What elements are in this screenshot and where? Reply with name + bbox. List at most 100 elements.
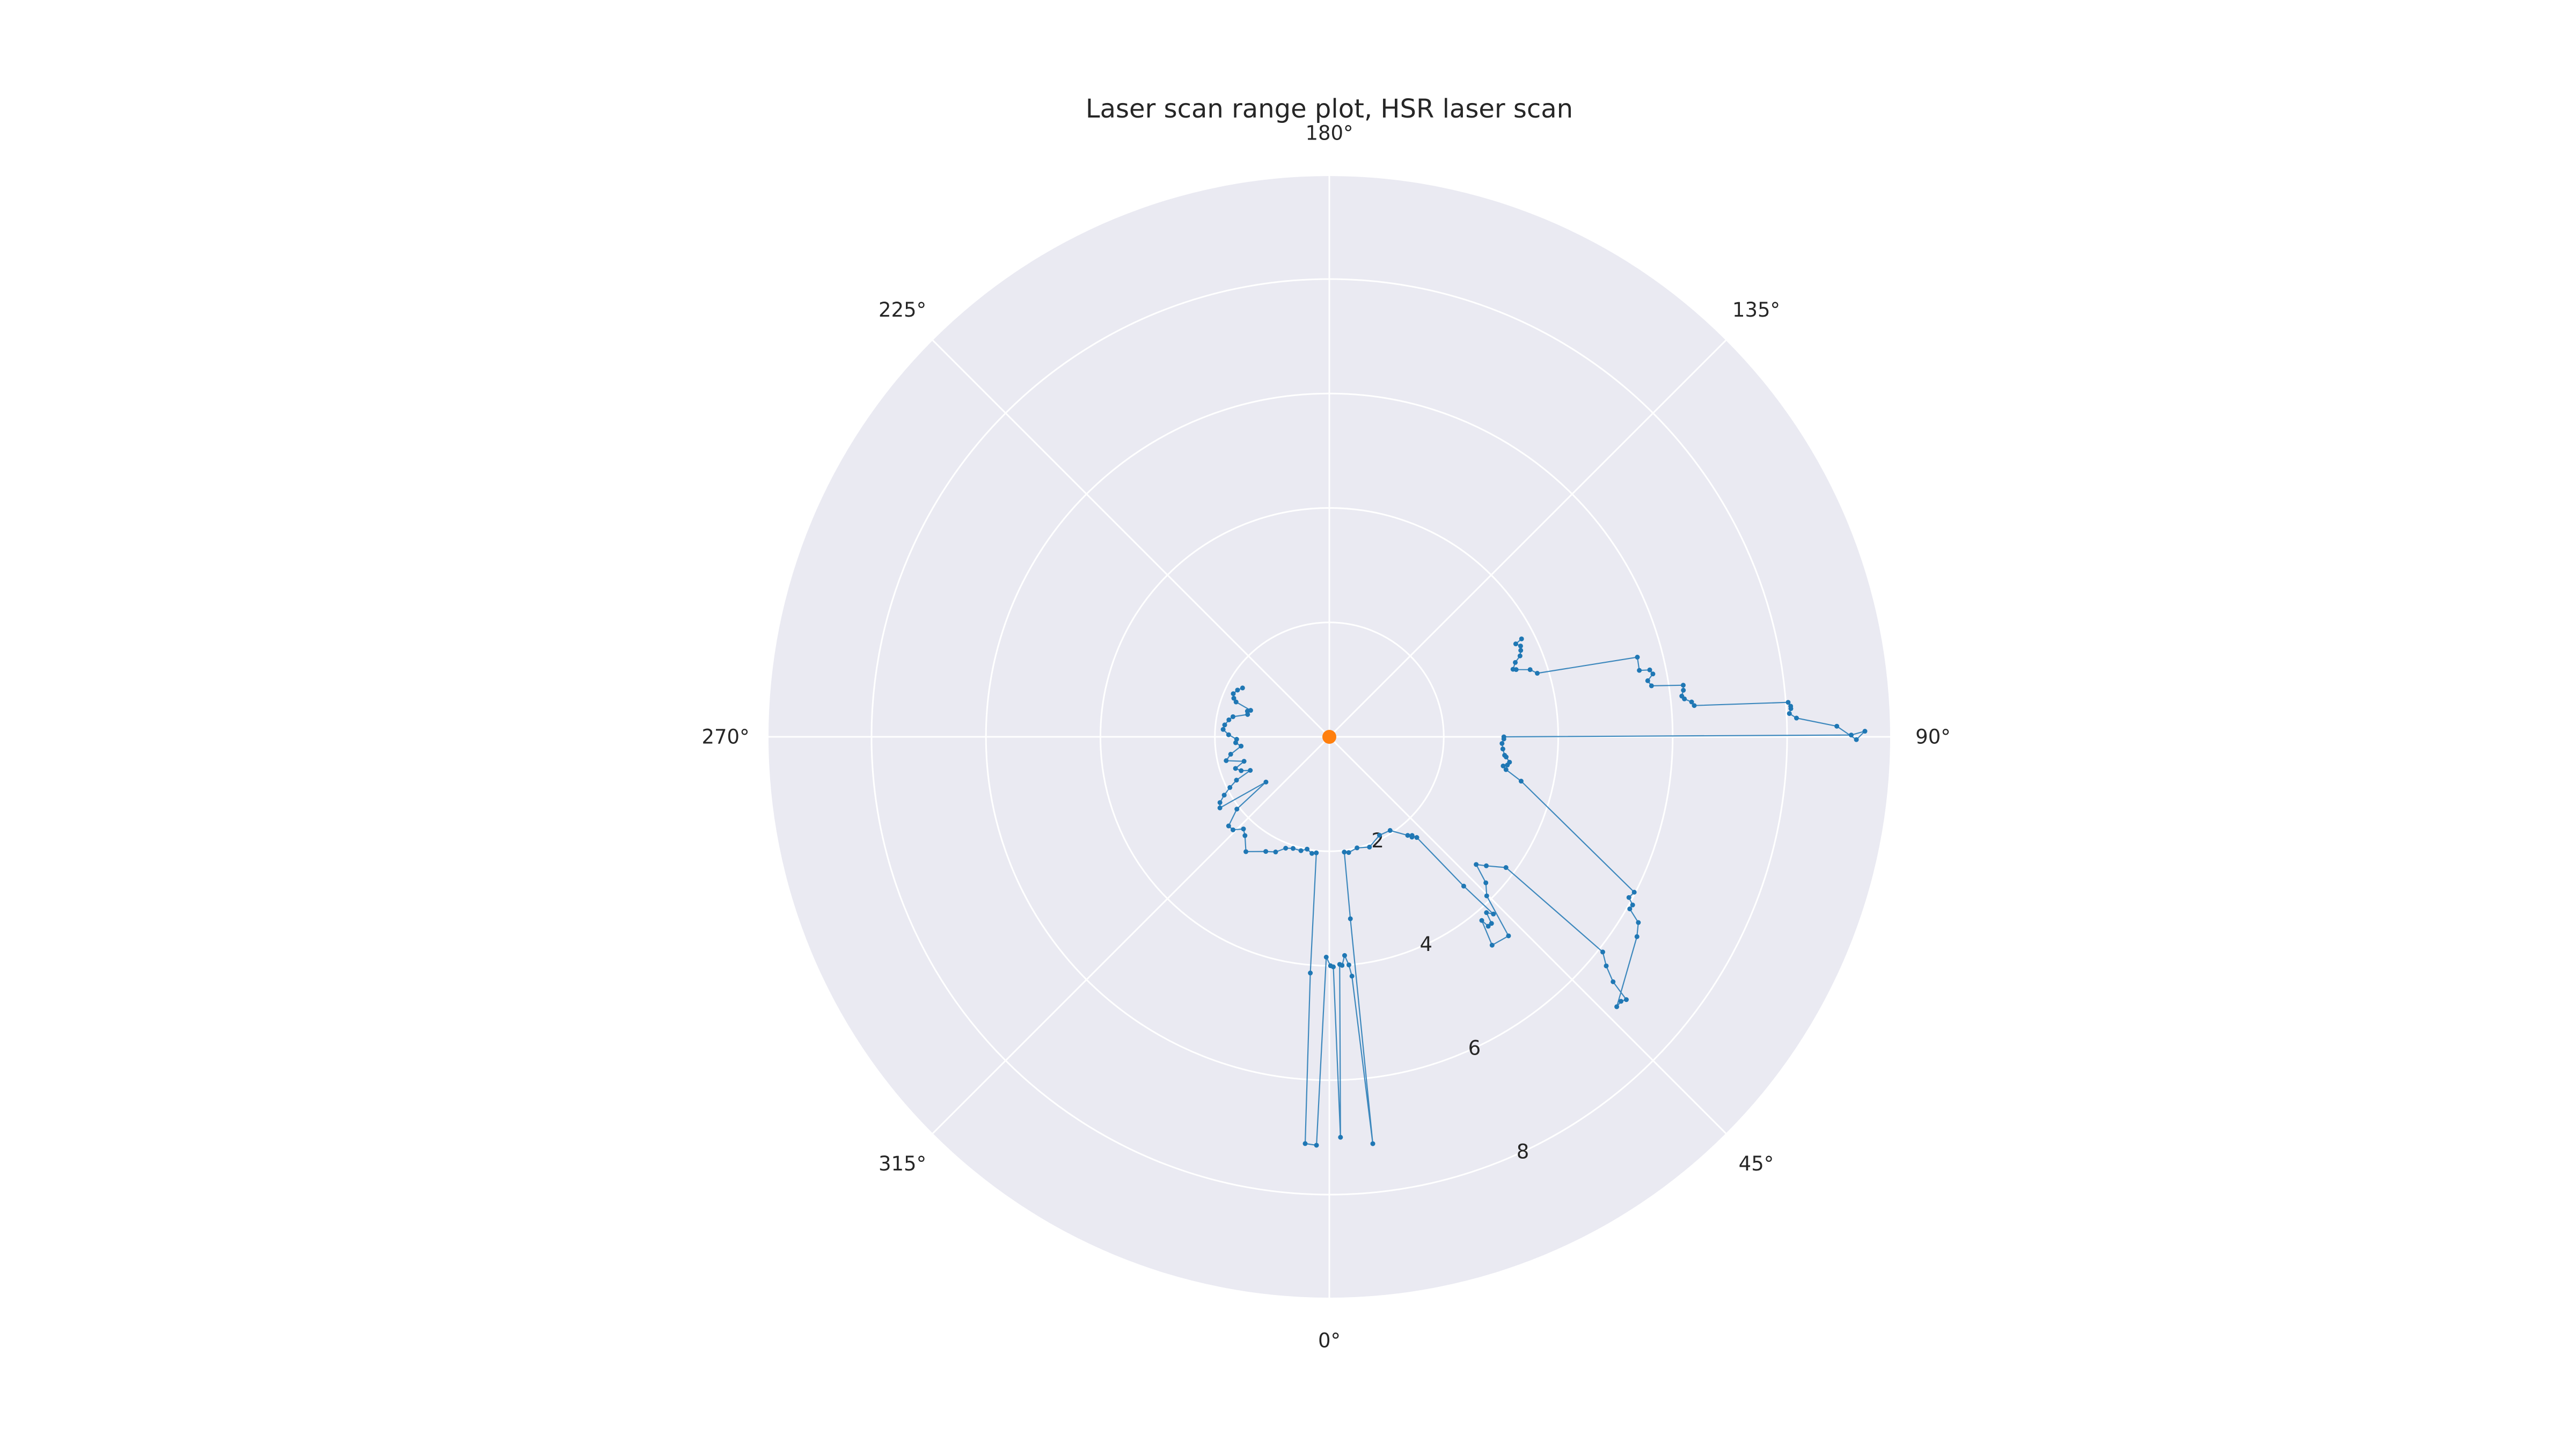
scan-point xyxy=(1519,636,1524,641)
theta-tick-label: 315° xyxy=(879,1152,926,1175)
scan-point xyxy=(1230,714,1235,719)
scan-point xyxy=(1484,893,1489,898)
scan-point xyxy=(1611,979,1616,984)
scan-point xyxy=(1484,863,1489,868)
scan-point xyxy=(1309,851,1315,856)
scan-point xyxy=(1634,934,1640,939)
scan-point xyxy=(1534,671,1540,676)
scan-point xyxy=(1228,751,1233,757)
scan-point xyxy=(1491,911,1496,917)
scan-point xyxy=(1233,699,1239,705)
scan-point xyxy=(1224,758,1229,763)
scan-point xyxy=(1370,1141,1375,1146)
scan-point xyxy=(1348,916,1353,921)
r-tick-label: 6 xyxy=(1468,1036,1481,1059)
scan-point xyxy=(1355,845,1360,851)
theta-tick-label: 135° xyxy=(1732,298,1780,321)
scan-point xyxy=(1649,683,1654,689)
scan-point xyxy=(1645,678,1650,683)
scan-point xyxy=(1234,807,1240,812)
scan-point xyxy=(1263,849,1269,854)
scan-point xyxy=(1409,833,1415,838)
scan-point xyxy=(1689,699,1694,705)
scan-point xyxy=(1314,1143,1319,1148)
scan-point xyxy=(1340,963,1345,968)
scan-point xyxy=(1298,848,1304,853)
scan-point xyxy=(1342,850,1347,855)
scan-point xyxy=(1503,767,1509,772)
scan-point xyxy=(1794,715,1799,721)
scan-point xyxy=(1342,953,1347,958)
scan-point xyxy=(1510,667,1516,672)
scan-point xyxy=(1489,921,1494,926)
origin-point xyxy=(1322,730,1336,744)
scan-point xyxy=(1239,743,1244,749)
theta-tick-label: 45° xyxy=(1739,1152,1774,1175)
r-tick-label: 8 xyxy=(1517,1140,1529,1163)
scan-point xyxy=(1604,963,1609,969)
scan-point xyxy=(1631,889,1637,895)
scan-point xyxy=(1650,671,1656,677)
scan-point xyxy=(1785,700,1791,705)
scan-point xyxy=(1461,883,1466,889)
scan-point xyxy=(1405,833,1410,838)
scan-point xyxy=(1233,740,1238,745)
scan-point xyxy=(1501,734,1506,740)
scan-point xyxy=(1242,833,1248,838)
theta-grid-line xyxy=(932,340,1330,738)
scan-point xyxy=(1636,920,1641,925)
scan-point xyxy=(1788,704,1794,709)
scan-point xyxy=(1245,712,1250,717)
scan-point xyxy=(1330,964,1336,970)
scan-point xyxy=(1854,737,1859,742)
scan-point xyxy=(1500,747,1505,752)
scan-point xyxy=(1314,850,1319,855)
scan-point xyxy=(1479,918,1484,923)
scan-point xyxy=(1226,823,1231,829)
scan-point xyxy=(1513,641,1518,647)
scan-point xyxy=(1517,653,1523,658)
scan-point xyxy=(1243,849,1249,854)
scan-point xyxy=(1513,660,1518,665)
scan-point xyxy=(1308,970,1313,976)
scan-point xyxy=(1217,800,1223,805)
theta-tick-label: 0° xyxy=(1318,1329,1341,1352)
scan-point xyxy=(1618,999,1623,1004)
scan-point xyxy=(1518,648,1524,653)
scan-point xyxy=(1338,1135,1343,1140)
scan-point xyxy=(1235,687,1240,693)
scan-point xyxy=(1862,729,1868,734)
scan-point xyxy=(1283,845,1289,851)
scan-point xyxy=(1220,727,1226,732)
theta-tick-label: 225° xyxy=(879,298,926,321)
r-tick-label: 2 xyxy=(1371,829,1384,852)
scan-point xyxy=(1647,667,1652,672)
scan-point xyxy=(1527,667,1533,672)
theta-grid-line xyxy=(932,736,1330,1134)
scan-point xyxy=(1231,691,1236,697)
scan-point xyxy=(1248,767,1253,773)
scan-point xyxy=(1623,997,1629,1002)
theta-tick-label: 180° xyxy=(1305,122,1353,145)
scan-point xyxy=(1302,1141,1308,1146)
scan-point xyxy=(1367,844,1372,850)
scan-point xyxy=(1627,906,1633,912)
theta-tick-label: 90° xyxy=(1915,726,1951,749)
scan-point xyxy=(1217,805,1223,810)
scan-point xyxy=(1305,846,1310,852)
scan-point xyxy=(1226,732,1231,737)
scan-point xyxy=(1600,949,1605,955)
scan-point xyxy=(1346,962,1351,968)
theta-grid-line xyxy=(1328,340,1726,738)
scan-point xyxy=(1848,733,1854,738)
theta-grid-line xyxy=(1328,736,1726,1134)
scan-point xyxy=(1221,793,1227,798)
scan-point xyxy=(1290,846,1296,851)
scan-point xyxy=(1273,850,1278,855)
scan-point xyxy=(1635,655,1640,660)
scan-point xyxy=(1484,910,1489,916)
scan-point xyxy=(1626,895,1631,900)
scan-point xyxy=(1349,974,1355,979)
scan-point xyxy=(1630,902,1635,908)
